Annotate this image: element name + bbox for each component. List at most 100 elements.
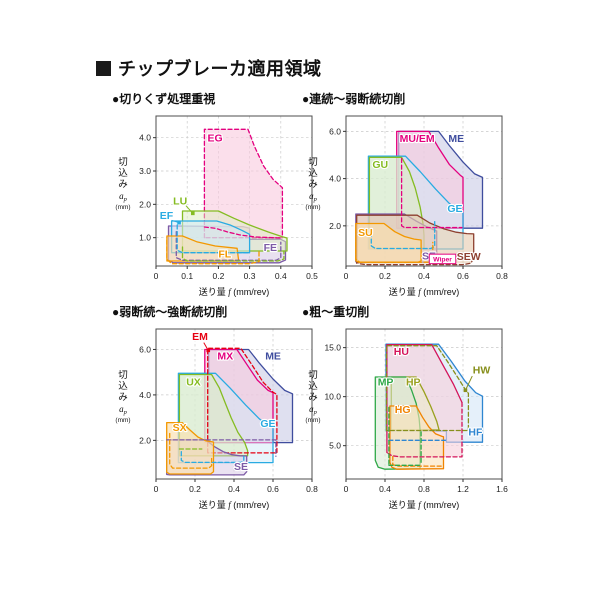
x-tick-label: 0.4 — [379, 484, 391, 494]
region-label-fe: FE — [264, 242, 277, 254]
x-axis-label: 送り量 f (mm/rev) — [199, 499, 270, 510]
region-sx — [166, 421, 215, 475]
y-axis-label-kanji: 込 — [308, 168, 318, 179]
region-label-fl: FL — [218, 249, 231, 261]
region-fe-inner — [175, 231, 282, 261]
x-tick-label: 0.8 — [496, 271, 508, 281]
x-tick-label: 0.6 — [267, 484, 279, 494]
y-axis-label-kanji: み — [118, 179, 128, 190]
x-tick-label: 1.2 — [457, 484, 469, 494]
region-ge-inner — [370, 220, 436, 250]
x-axis-label: 送り量 f (mm/rev) — [199, 286, 270, 297]
region-label-ef: EF — [160, 210, 174, 222]
region-se-inner — [166, 439, 277, 457]
y-axis-label-kanji: 切 — [118, 157, 128, 168]
x-tick-label: 0.8 — [306, 484, 318, 494]
region-mu/em-inner — [400, 157, 463, 229]
chart-subtitle: ●弱断続～強断続切削 — [112, 305, 228, 319]
y-tick-label: 2.0 — [139, 435, 151, 445]
y-tick-label: 1.0 — [139, 233, 151, 243]
y-tick-label: 6.0 — [329, 126, 341, 136]
region-lu-inner — [181, 246, 285, 262]
region-label-se: SE — [234, 461, 248, 473]
leader-marker — [191, 211, 195, 216]
region-fl — [166, 235, 240, 262]
y-axis-symbol: ap — [119, 404, 128, 416]
region-label-su: SU — [358, 227, 373, 239]
region-ge-inner — [180, 451, 245, 464]
chart-cell-interrupted-cutting: ●弱断続～強断続切削 0 0.2 0.4 0.6 0.8 2.0 4.0 6.0 送り量 f (… — [110, 303, 322, 513]
x-tick-label: 0.5 — [306, 271, 318, 281]
region-su-inner — [355, 228, 434, 263]
region-label-em: EM — [192, 331, 208, 343]
y-tick-label: 10.0 — [324, 392, 341, 402]
chart-cell-chip-disposal: ●切りくず処理重視 0 0.1 0.2 0.3 0.4 0.5 1.0 2.0 3.0 4.0 送り… — [110, 90, 322, 300]
region-label-me: ME — [265, 351, 281, 363]
chart-subtitle: ●連続～弱断続切削 — [302, 92, 406, 106]
plot-border — [155, 115, 313, 267]
region-label-sx: SX — [173, 422, 187, 434]
region-label-mu/em: MU/EM — [400, 133, 435, 145]
region-ef-inner — [176, 224, 249, 254]
leader-marker — [206, 348, 211, 353]
region-hg-inner — [392, 455, 444, 467]
y-tick-label: 4.0 — [139, 390, 151, 400]
x-axis-label: 送り量 f (mm/rev) — [389, 499, 460, 510]
y-axis-label-kanji: 込 — [308, 381, 318, 392]
region-em — [207, 347, 278, 454]
y-axis-symbol: ap — [309, 404, 318, 416]
y-axis-label-kanji: 込 — [118, 168, 128, 179]
region-label-me: ME — [448, 133, 464, 145]
x-axis-label: 送り量 f (mm/rev) — [389, 286, 460, 297]
region-fl-inner — [166, 239, 260, 265]
region-hg — [389, 405, 445, 470]
region-label-eg: EG — [207, 133, 222, 145]
y-axis-symbol: ap — [309, 191, 318, 203]
region-label-hg: HG — [395, 404, 411, 416]
x-tick-label: 1.6 — [496, 484, 508, 494]
x-tick-label: 0.2 — [379, 271, 391, 281]
y-tick-label: 3.0 — [139, 166, 151, 176]
region-label-ge: GE — [447, 203, 462, 215]
y-axis-label-kanji: み — [118, 392, 128, 403]
x-tick-label: 0.4 — [275, 271, 287, 281]
page-title: チップブレーカ適用領域 — [96, 55, 322, 81]
y-tick-label: 4.0 — [139, 133, 151, 143]
y-tick-label: 2.0 — [139, 199, 151, 209]
y-axis-label-kanji: み — [308, 392, 318, 403]
title-square-icon — [96, 60, 111, 76]
y-tick-label: 2.0 — [329, 221, 341, 231]
x-tick-label: 0.2 — [212, 271, 224, 281]
region-hu-border-dash — [386, 401, 463, 458]
x-tick-label: 0.4 — [418, 271, 430, 281]
y-axis-label-kanji: 切 — [308, 370, 318, 381]
x-tick-label: 0.6 — [457, 271, 469, 281]
y-axis-unit: (mm) — [305, 417, 320, 424]
region-label-hp: HP — [406, 376, 421, 388]
region-label-mp: MP — [378, 376, 394, 388]
x-tick-label: 0.1 — [181, 271, 193, 281]
page-title-text: チップブレーカ適用領域 — [118, 59, 322, 79]
leader-line — [464, 375, 473, 391]
region-eg — [203, 128, 284, 239]
region-label-hw: HW — [473, 365, 491, 377]
y-axis-label-kanji: 込 — [118, 381, 128, 392]
y-axis-label-kanji: み — [308, 179, 318, 190]
region-eg-inner — [203, 226, 282, 239]
x-tick-label: 0.4 — [228, 484, 240, 494]
x-tick-label: 0 — [344, 484, 349, 494]
y-tick-label: 6.0 — [139, 344, 151, 354]
region-label-sew: SEW — [457, 251, 481, 263]
chart-continuous-cutting: 0 0.2 0.4 0.6 0.8 2.0 4.0 6.0 送り量 f (mm/rev) 切込みa… — [305, 115, 508, 297]
y-axis-symbol: ap — [119, 191, 128, 203]
chart-subtitle: ●切りくず処理重視 — [112, 92, 216, 106]
y-axis-unit: (mm) — [115, 204, 130, 211]
region-label-ux: UX — [186, 376, 201, 388]
leader-marker — [463, 388, 468, 393]
y-axis-unit: (mm) — [305, 204, 320, 211]
wiper-badge — [428, 253, 457, 265]
region-label-gu: GU — [372, 159, 388, 171]
region-label-mx: MX — [217, 351, 233, 363]
